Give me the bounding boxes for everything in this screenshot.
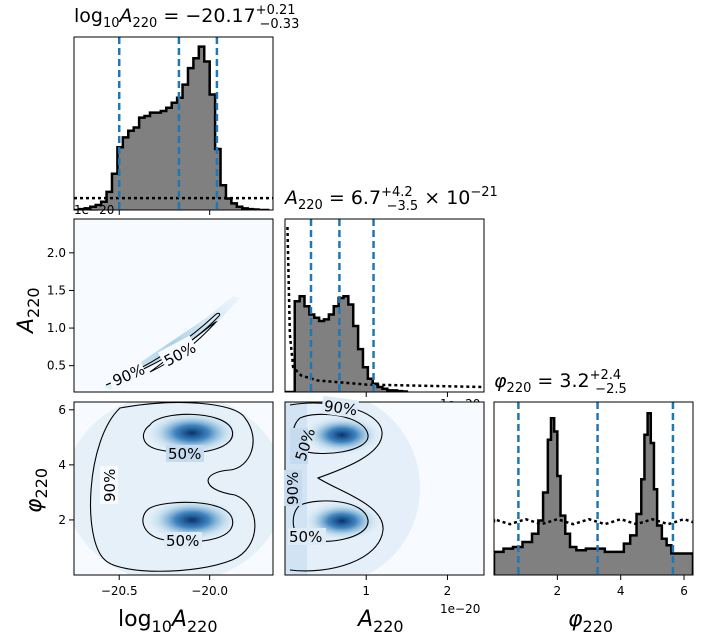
contour-label-bg bbox=[105, 357, 147, 389]
contour-label-90: 90% bbox=[284, 472, 302, 505]
contour-label-bg bbox=[164, 532, 202, 549]
x-offset-label: 1e−20 bbox=[440, 602, 480, 616]
contour-90 bbox=[289, 402, 384, 572]
contour-label-90: 90% bbox=[101, 469, 119, 502]
panel-frame bbox=[73, 401, 274, 576]
x-tick-label: 1 bbox=[362, 584, 370, 598]
x-tick-label: 4 bbox=[617, 584, 625, 598]
prior-line bbox=[494, 517, 693, 526]
hist-outline bbox=[494, 412, 693, 575]
hist-outline bbox=[74, 45, 270, 210]
xlabel-log10A220: log10A220 bbox=[118, 607, 218, 636]
x-ticks: 2 4 6 bbox=[554, 575, 688, 598]
hist-fill bbox=[74, 46, 270, 210]
x-offset-label: 1e−20 bbox=[74, 203, 114, 217]
x-tick-label: −20.0 bbox=[191, 584, 228, 598]
contour-label-90: 90% bbox=[323, 397, 359, 419]
y-tick-label: 2.0 bbox=[47, 246, 66, 260]
panel-log10A220-hist: 1e−20 log10A220 = −20.17+0.21 −0.33 bbox=[73, 3, 299, 217]
x-ticks: −20.5 −20.0 bbox=[101, 575, 228, 598]
y-tick-label: 2 bbox=[58, 513, 66, 527]
contour-90 bbox=[89, 402, 256, 572]
contour-50-lower bbox=[142, 501, 234, 543]
ylabel-phi220: φ220 bbox=[22, 468, 51, 513]
contour-90 bbox=[105, 312, 221, 386]
density-peak-upper bbox=[144, 411, 240, 455]
contour-label-bg bbox=[290, 428, 308, 464]
contour-label-bg bbox=[288, 528, 326, 545]
xlabel-phi220: φ220 bbox=[568, 607, 613, 636]
panel-frame bbox=[73, 36, 274, 211]
hist-fill bbox=[494, 413, 693, 575]
quantile-lines bbox=[117, 37, 219, 210]
panel-frame bbox=[284, 218, 485, 393]
xlabel-A220: A220 bbox=[356, 607, 404, 636]
hist-fill bbox=[285, 296, 407, 392]
x-tick-label: 2 bbox=[554, 584, 562, 598]
quantile-lines bbox=[309, 219, 375, 392]
y-ticks: 0.5 1.0 1.5 2.0 bbox=[47, 246, 74, 373]
contour-label-bg bbox=[157, 335, 199, 369]
contour-50-upper bbox=[142, 413, 234, 454]
panel-frame bbox=[73, 218, 274, 393]
contour-label-50: 50% bbox=[168, 445, 201, 463]
contour-label-50: 50% bbox=[166, 532, 199, 550]
y-tick-label: 4 bbox=[58, 458, 66, 472]
panel-log10A220-vs-phi220: 90% 50% 50% −20.5 −20.0 2 4 6 φ220 log10A22… bbox=[22, 401, 274, 636]
title-log10A220: log10A220 = −20.17+0.21 −0.33 bbox=[74, 3, 299, 32]
ylabel-A220: A220 bbox=[14, 287, 43, 335]
panel-log10A220-vs-A220: 90% 50% 0.51.01.52.0 A220 bbox=[14, 218, 274, 393]
title-phi220: φ220 = 3.2+2.4 −2.5 bbox=[494, 368, 627, 397]
contour-50-lower bbox=[292, 500, 369, 542]
title-A220: A220 = 6.7+4.2 −3.5 × 10−21 bbox=[283, 185, 498, 214]
hist-outline bbox=[285, 295, 409, 392]
contour-label-bg bbox=[284, 470, 302, 506]
prior-curve bbox=[286, 226, 484, 389]
panel-phi220-hist: 2 4 6 φ220 = 3.2+2.4 −2.5 φ220 bbox=[493, 368, 694, 636]
contour-label-bg bbox=[320, 395, 360, 419]
y-ticks: 2 4 6 bbox=[58, 403, 74, 527]
x-tick-label: 2 bbox=[444, 584, 452, 598]
x-tick-label: 6 bbox=[680, 584, 688, 598]
contour-label-bg bbox=[166, 445, 204, 462]
x-tick-label: −20.5 bbox=[101, 584, 138, 598]
quantile-lines bbox=[517, 402, 675, 575]
density-peak-lower bbox=[144, 498, 240, 542]
y-tick-label: 6 bbox=[58, 403, 66, 417]
contour-label-50: 50% bbox=[289, 528, 322, 546]
x-ticks bbox=[118, 210, 211, 215]
y-tick-label: 1.0 bbox=[47, 321, 66, 335]
y-tick-label: 0.5 bbox=[47, 359, 66, 373]
contour-label-bg bbox=[100, 466, 118, 504]
panel-frame bbox=[493, 401, 694, 576]
panel-A220-hist: 1e−20 A220 = 6.7+4.2−3.5 × 10−21 bbox=[283, 185, 498, 411]
x-ticks bbox=[365, 392, 448, 397]
y-tick-label: 1.5 bbox=[47, 283, 66, 297]
